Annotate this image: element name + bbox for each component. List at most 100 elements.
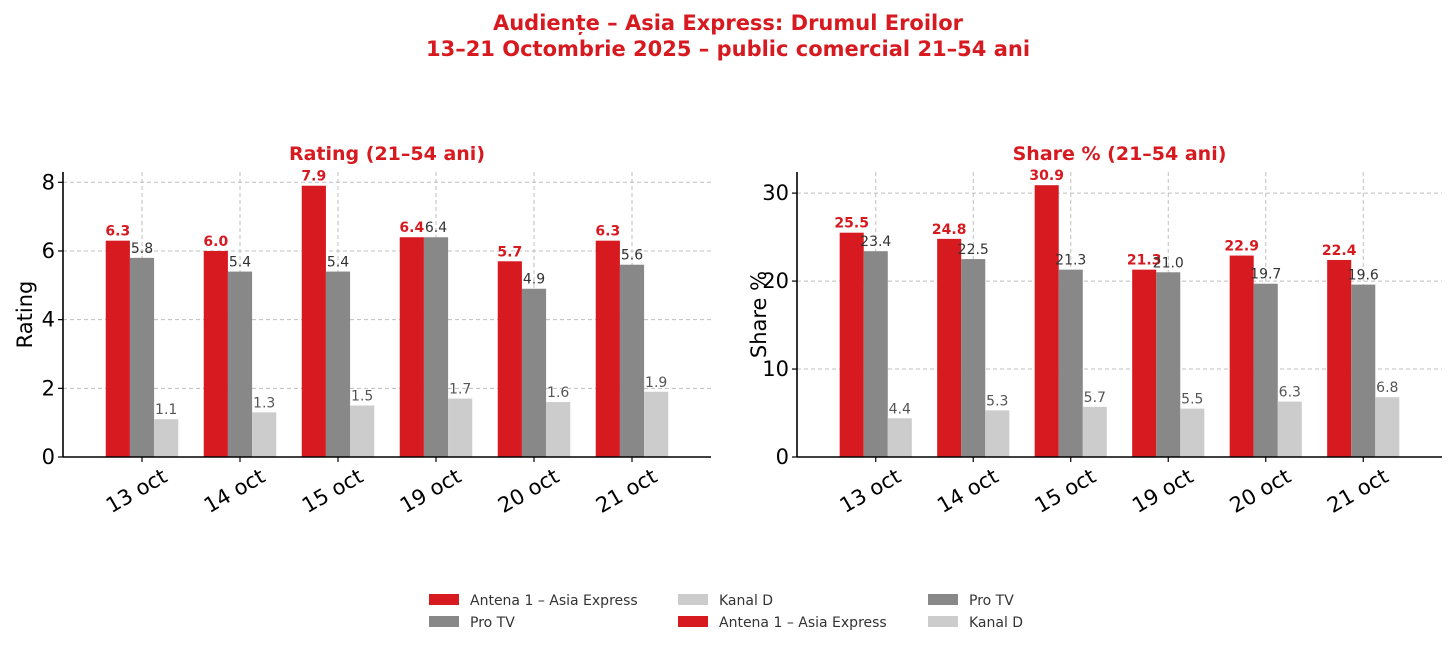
legend-swatch [928,594,958,605]
bar-protv [129,257,155,457]
x-tick-label: 14 oct [933,464,1002,518]
data-label: 22.4 [1322,243,1357,259]
x-tick-label: 13 oct [836,464,905,518]
data-label: 1.1 [155,402,177,418]
data-label: 30.9 [1029,168,1064,184]
data-label: 7.9 [301,169,326,185]
legend-label: Pro TV [470,615,515,631]
bar-protv [521,288,547,457]
bar-kanald [1375,397,1400,457]
bar-antena [1034,185,1059,457]
data-label: 6.3 [105,224,130,240]
bar-kanald [985,410,1010,457]
bar-protv [1058,269,1083,457]
data-label: 1.6 [547,385,569,401]
bar-kanald [546,402,571,457]
x-tick-label: 19 oct [396,464,465,518]
legend-swatch [928,616,958,627]
x-tick-label: 20 oct [494,464,563,518]
data-label: 6.8 [1376,380,1398,396]
bar-antena [399,237,424,457]
x-tick-label: 14 oct [200,464,269,518]
bar-kanald [252,412,277,457]
data-label: 5.7 [1084,390,1106,406]
y-tick-label: 10 [762,357,789,381]
y-axis-label: Rating [13,281,37,349]
x-tick-label: 20 oct [1226,464,1295,518]
bar-antena [1229,255,1254,457]
bar-kanald [644,391,669,457]
bar-antena [203,250,228,457]
legend-label: Antena 1 – Asia Express [719,615,887,631]
data-label: 5.8 [131,241,153,257]
data-label: 25.5 [834,216,869,232]
data-label: 4.9 [523,272,545,288]
chart-1: 6.36.07.96.45.76.35.85.4 5.46.44.95.61.1 1… [13,143,711,518]
x-tick-label: 21 oct [1323,464,1392,518]
data-label: 4.4 [889,401,911,417]
bar-protv [325,271,351,457]
bar-antena [595,240,620,457]
legend-swatch [678,594,708,605]
data-label: 23.4 [860,234,891,250]
x-tick-label: 15 oct [298,464,367,518]
data-label: 5.3 [986,393,1008,409]
data-label: 6.4 [399,220,424,236]
data-label: 21.3 [1055,253,1086,269]
bar-kanald [1082,406,1107,457]
data-label: 5.4 [327,255,349,271]
legend-label: Antena 1 – Asia Express [470,593,638,609]
bar-antena [839,232,864,457]
x-tick-label: 15 oct [1031,464,1100,518]
chart-2: 25.5 24.830.921.322.9 22.423.4 22.521.3 21.0… [747,143,1442,518]
y-tick-label: 4 [42,308,55,332]
figure-title-line1: Audiențe – Asia Express: Drumul Eroilor [492,11,964,35]
data-label: 21.3 [1127,253,1162,269]
legend-label: Pro TV [969,593,1014,609]
x-tick-label: 13 oct [102,464,171,518]
data-label: 22.5 [958,242,989,258]
y-tick-label: 30 [762,181,789,205]
y-tick-label: 0 [776,445,789,469]
bar-kanald [154,419,179,457]
y-axis-label: Share % [747,271,771,358]
bar-kanald [1277,401,1302,457]
y-tick-label: 6 [42,239,55,263]
y-tick-label: 0 [42,445,55,469]
data-label: 24.8 [932,222,967,238]
data-label: 6.3 [595,224,620,240]
data-label: 6.4 [425,220,447,236]
data-label: 22.9 [1224,239,1259,255]
bar-kanald [887,418,912,457]
x-tick-label: 21 oct [592,464,661,518]
legend-label: Kanal D [969,615,1023,631]
bar-kanald [350,405,375,457]
y-tick-label: 2 [42,376,55,400]
data-label: 1.3 [253,395,275,411]
bar-protv [863,251,888,457]
data-label: 19.6 [1348,268,1379,284]
data-label: 5.4 [229,255,251,271]
bar-antena [937,238,962,457]
bar-antena [1327,259,1352,457]
bar-antena [497,261,522,457]
bar-protv [961,259,986,457]
bar-antena [301,185,326,458]
legend-label: Kanal D [719,593,773,609]
data-label: 1.9 [645,375,667,391]
bar-protv [619,264,645,457]
data-label: 21.0 [1153,255,1184,271]
data-label: 5.6 [621,248,643,264]
bar-kanald [448,398,473,457]
legend-swatch [429,594,459,605]
data-label: 6.0 [203,234,228,250]
data-label: 5.5 [1181,392,1203,408]
data-label: 19.7 [1250,267,1281,283]
legend: Antena 1 – Asia Express Pro TV Kanal D Ante… [429,593,1023,631]
y-tick-label: 20 [762,269,789,293]
y-tick-label: 8 [42,170,55,194]
bar-protv [227,271,253,457]
bar-protv [1351,284,1376,457]
figure-title-line2: 13–21 Octombrie 2025 – public comercial … [425,37,1031,61]
